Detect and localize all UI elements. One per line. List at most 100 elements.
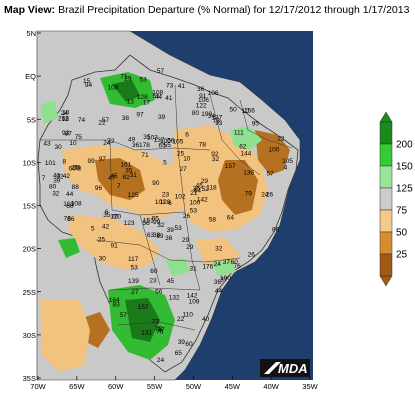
- station-value-label: 8: [78, 166, 82, 173]
- station-value-label: 80: [192, 110, 200, 117]
- station-value-label: 60: [66, 203, 74, 210]
- station-value-label: 101: [45, 160, 56, 167]
- latitude-tick-label: 5S: [27, 115, 36, 124]
- station-value-label: 21: [190, 190, 198, 197]
- station-value-label: 157: [138, 304, 149, 311]
- station-value-label: 45: [196, 182, 204, 189]
- station-value-label: 86: [272, 226, 280, 233]
- station-value-label: 109: [189, 298, 200, 305]
- station-value-label: 38: [153, 232, 161, 239]
- state-border: [95, 239, 241, 263]
- station-value-label: 93: [62, 130, 70, 137]
- station-value-label: 142: [187, 293, 198, 300]
- latitude-tick-label: 30S: [23, 331, 36, 340]
- station-value-label: 70: [111, 214, 119, 221]
- station-value-label: 24: [103, 140, 111, 147]
- longitude-tick-label: 55W: [147, 382, 163, 391]
- station-value-label: 101: [155, 199, 166, 206]
- station-value-label: 53: [131, 264, 139, 271]
- station-value-label: 42: [102, 224, 110, 231]
- station-value-label: 37: [157, 327, 165, 334]
- title-prefix: Map View:: [4, 4, 56, 16]
- station-value-label: 35: [125, 168, 133, 175]
- legend-label: 25: [396, 250, 408, 261]
- station-value-label: 74: [78, 117, 86, 124]
- state-border: [40, 139, 211, 151]
- station-value-label: 50: [230, 107, 238, 114]
- station-value-label: 111: [234, 130, 244, 137]
- station-value-label: 161: [121, 161, 132, 168]
- state-border: [239, 99, 293, 149]
- station-value-label: 99: [153, 219, 161, 226]
- station-value-label: 40: [202, 316, 210, 323]
- latitude-tick-label: EQ: [25, 72, 36, 81]
- station-value-label: 71: [141, 152, 149, 159]
- much-below-normal-area: [95, 158, 145, 200]
- station-value-label: 36: [193, 186, 201, 193]
- station-value-label: 156: [244, 107, 255, 114]
- station-value-label: 93: [215, 120, 223, 127]
- station-value-label: 60: [185, 341, 193, 348]
- slightly-above-normal-area: [230, 126, 262, 150]
- slightly-above-normal-area: [212, 260, 236, 276]
- station-value-label: 29: [201, 178, 209, 185]
- station-value-label: 27: [180, 166, 188, 173]
- station-value-label: 31: [190, 265, 198, 272]
- mda-logo: MDA: [260, 359, 310, 377]
- station-value-label: 56: [143, 220, 151, 227]
- station-value-label: 132: [169, 295, 180, 302]
- station-value-label: 96: [95, 185, 103, 192]
- station-value-label: 28: [73, 165, 81, 172]
- station-value-label: 45: [110, 173, 118, 180]
- station-value-label: 91: [111, 243, 119, 250]
- station-values: 3610992183106561372694108639213727311006…: [42, 68, 294, 364]
- station-value-label: 5: [163, 160, 167, 167]
- station-value-label: 22: [177, 316, 185, 323]
- station-value-label: 157: [225, 163, 236, 170]
- station-value-label: 53: [190, 208, 198, 215]
- station-value-label: 75: [155, 326, 163, 333]
- station-value-label: 103: [63, 201, 74, 208]
- slightly-above-normal-area: [40, 100, 58, 124]
- station-value-label: 58: [209, 217, 217, 224]
- legend-color-swatch: [379, 143, 393, 167]
- legend-color-swatch: [379, 165, 393, 189]
- state-borders: [40, 84, 293, 331]
- station-value-label: 99: [88, 158, 96, 165]
- station-value-label: 53: [140, 77, 148, 84]
- station-value-label: 63: [147, 232, 155, 239]
- latitude-tick-label: 15S: [23, 202, 36, 211]
- station-value-label: 36: [132, 142, 140, 149]
- station-value-label: 56: [167, 138, 175, 145]
- station-value-label: 49: [128, 137, 136, 144]
- station-value-label: 117: [128, 256, 139, 263]
- station-value-label: 29: [186, 244, 194, 251]
- station-value-label: 36: [214, 279, 222, 286]
- mda-logo-background: [260, 359, 310, 377]
- station-value-label: 136: [243, 169, 254, 176]
- station-value-label: 32: [212, 156, 220, 163]
- station-value-label: 25: [98, 237, 106, 244]
- station-value-label: 24: [61, 110, 69, 117]
- station-value-label: 57: [102, 117, 110, 124]
- below-normal-area: [40, 300, 90, 372]
- station-value-label: 34: [208, 113, 216, 120]
- state-border: [174, 84, 201, 291]
- station-value-label: 15: [83, 78, 91, 85]
- station-value-label: 29: [124, 75, 132, 82]
- legend-color-swatch: [379, 209, 393, 233]
- station-value-label: 103: [147, 135, 158, 142]
- station-value-label: 95: [252, 121, 260, 128]
- longitude-tick-label: 45W: [225, 382, 241, 391]
- station-value-label: 137: [211, 114, 222, 121]
- station-value-label: 22: [277, 136, 285, 143]
- station-value-label: 65: [159, 142, 167, 149]
- station-value-label: 97: [136, 112, 144, 119]
- anomaly-shading: [40, 72, 290, 372]
- station-value-label: 23: [162, 191, 170, 198]
- station-value-label: 57: [267, 170, 275, 177]
- longitude-tick-label: 40W: [263, 382, 279, 391]
- station-value-label: 92: [211, 151, 219, 158]
- mda-logo-stripe-icon: [264, 362, 281, 374]
